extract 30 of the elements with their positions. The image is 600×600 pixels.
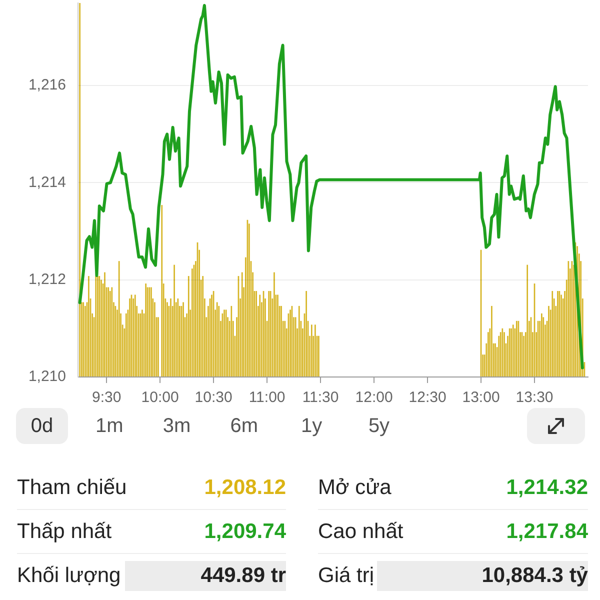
y-tick-label: 1,216 xyxy=(28,76,66,94)
text: 5y xyxy=(367,414,391,439)
text: 1y xyxy=(300,414,324,439)
text: 449.89 tr xyxy=(200,564,286,587)
category-label: Mở cửa xyxy=(318,475,392,501)
x-tick-label: 13:30 xyxy=(516,389,554,406)
text: 1,208.12 xyxy=(204,476,286,499)
category-label: Cao nhất xyxy=(318,519,404,545)
text: 1,209.74 xyxy=(204,520,286,543)
text: 1m xyxy=(94,414,124,439)
text: 10,884.3 tỷ xyxy=(482,564,588,587)
category-label: Thấp nhất xyxy=(17,519,112,545)
category-label: Tham chiếu xyxy=(17,475,127,501)
text: 3m xyxy=(162,414,192,439)
x-tick-label: 12:00 xyxy=(355,389,393,406)
x-tick-label: 12:30 xyxy=(408,389,446,406)
x-tick-label: 11:00 xyxy=(248,389,286,406)
text: 1,217.84 xyxy=(506,520,588,543)
category-label: Giá trị xyxy=(318,563,374,589)
y-tick-label: 1,210 xyxy=(28,368,66,386)
x-tick-label: 10:00 xyxy=(141,389,179,406)
x-tick-label: 11:30 xyxy=(302,389,339,406)
x-tick-label: 10:30 xyxy=(194,389,232,406)
y-tick-label: 1,212 xyxy=(28,271,66,288)
text: 1,214.32 xyxy=(506,476,588,499)
text: 6m xyxy=(229,414,260,439)
x-tick-label: 13:00 xyxy=(462,389,500,406)
y-tick-label: 1,214 xyxy=(28,174,66,191)
category-label: Khối lượng xyxy=(17,563,121,589)
x-tick-label: 9:30 xyxy=(92,389,122,406)
